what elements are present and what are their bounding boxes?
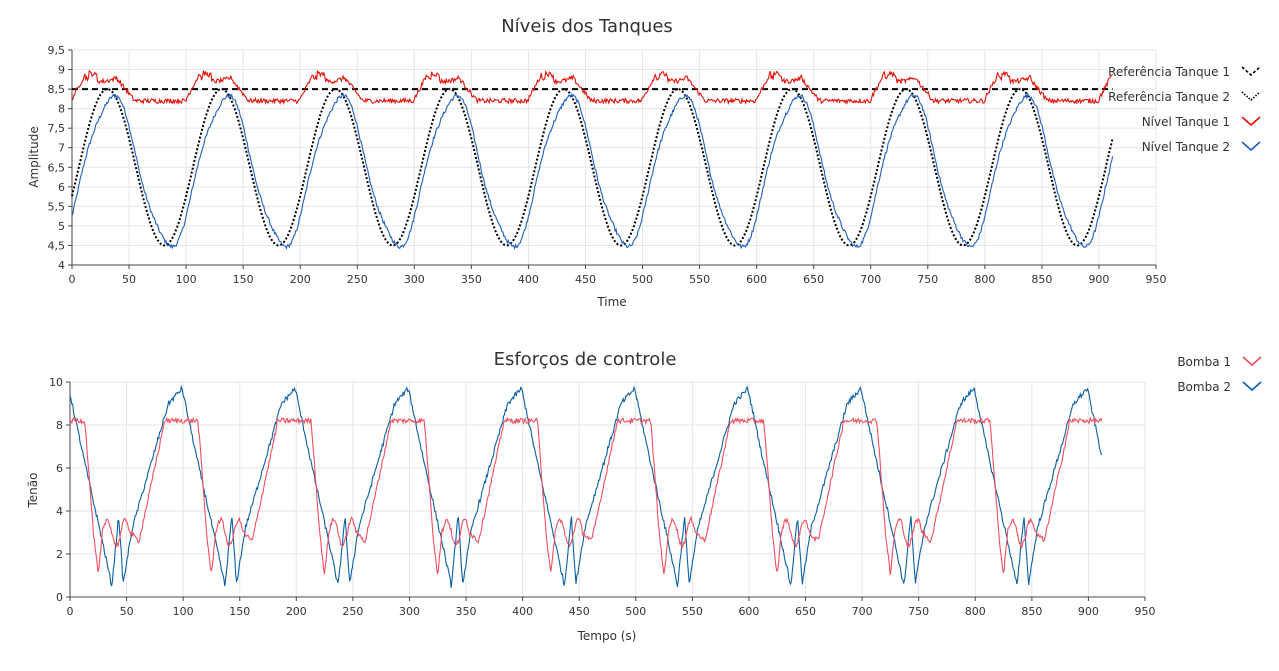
x-tick-label: 800	[974, 273, 995, 286]
y-tick-label: 8	[58, 103, 65, 116]
x-tick-label: 150	[229, 605, 250, 618]
tank-levels-y-label: Amplitude	[27, 126, 41, 188]
y-tick-label: 6	[56, 462, 63, 475]
x-tick-label: 100	[173, 605, 194, 618]
x-tick-label: 450	[575, 273, 596, 286]
x-tick-label: 700	[860, 273, 881, 286]
y-tick-label: 9,5	[48, 44, 66, 57]
legend-swatch	[1241, 91, 1261, 102]
series-level-tank-2	[71, 92, 1114, 251]
series-bomba-2	[69, 384, 1103, 588]
x-tick-label: 700	[852, 605, 873, 618]
y-tick-label: 4	[56, 505, 63, 518]
tank-levels-legend: Referência Tanque 1 Referência Tanque 2 Ní…	[1108, 65, 1261, 154]
x-tick-label: 950	[1146, 273, 1167, 286]
tank-levels-x-label: Time	[596, 295, 626, 309]
x-tick-label: 550	[682, 605, 703, 618]
control-effort-series	[69, 384, 1103, 588]
x-tick-label: 400	[518, 273, 539, 286]
legend-swatch	[1241, 66, 1261, 77]
y-tick-label: 4	[58, 259, 65, 272]
y-tick-label: 8,5	[48, 83, 66, 96]
series-bomba-1	[69, 415, 1103, 575]
control-effort-chart: Esforços de controle 0 2 4 6 8 10 0 50 100 150 20…	[26, 349, 1262, 643]
tank-levels-grid	[71, 49, 1157, 266]
y-tick-label: 10	[49, 376, 63, 389]
x-tick-label: 350	[456, 605, 477, 618]
x-tick-label: 650	[795, 605, 816, 618]
y-tick-label: 6,5	[48, 161, 66, 174]
legend-swatch	[1241, 141, 1261, 152]
x-tick-label: 0	[67, 605, 74, 618]
y-tick-label: 2	[56, 548, 63, 561]
x-tick-label: 400	[512, 605, 533, 618]
tank-levels-x-ticks: 0 50 100 150 200 250 300 350 400 450 500 550 600 650 7…	[69, 265, 1167, 286]
x-tick-label: 900	[1088, 273, 1109, 286]
y-tick-label: 6	[58, 181, 65, 194]
tank-levels-chart: Níveis dos Tanques 4 4,5 5 5,5 6 6,5 7 7,5 8 8,5 9…	[27, 16, 1261, 309]
x-tick-label: 900	[1078, 605, 1099, 618]
y-tick-label: 4,5	[48, 239, 66, 252]
y-tick-label: 9	[58, 64, 65, 77]
tank-levels-series	[71, 69, 1114, 251]
y-tick-label: 0	[56, 591, 63, 604]
x-tick-label: 950	[1135, 605, 1156, 618]
x-tick-label: 500	[625, 605, 646, 618]
control-effort-grid	[69, 381, 1146, 598]
y-tick-label: 5,5	[48, 200, 66, 213]
control-effort-y-ticks: 0 2 4 6 8 10	[49, 376, 70, 604]
x-tick-label: 550	[689, 273, 710, 286]
legend-swatch	[1242, 356, 1262, 367]
x-tick-label: 200	[290, 273, 311, 286]
control-effort-x-label: Tempo (s)	[577, 629, 637, 643]
y-tick-label: 7,5	[48, 122, 66, 135]
control-effort-y-label: Tenão	[26, 473, 40, 509]
legend-label: Nível Tanque 2	[1142, 140, 1230, 154]
series-level-tank-1	[71, 69, 1114, 106]
x-tick-label: 150	[233, 273, 254, 286]
x-tick-label: 0	[69, 273, 76, 286]
x-tick-label: 250	[342, 605, 363, 618]
x-tick-label: 850	[1031, 273, 1052, 286]
x-tick-label: 600	[746, 273, 767, 286]
x-tick-label: 350	[461, 273, 482, 286]
x-tick-label: 100	[176, 273, 197, 286]
x-tick-label: 650	[803, 273, 824, 286]
legend-label: Bomba 2	[1177, 380, 1231, 394]
x-tick-label: 250	[347, 273, 368, 286]
x-tick-label: 300	[404, 273, 425, 286]
x-tick-label: 600	[738, 605, 759, 618]
x-tick-label: 750	[917, 273, 938, 286]
tank-levels-title: Níveis dos Tanques	[501, 16, 673, 37]
x-tick-label: 750	[908, 605, 929, 618]
y-tick-label: 7	[58, 142, 65, 155]
series-reference-tank-2	[71, 88, 1114, 247]
x-tick-label: 200	[286, 605, 307, 618]
x-tick-label: 850	[1021, 605, 1042, 618]
control-effort-title: Esforços de controle	[494, 349, 677, 370]
y-tick-label: 8	[56, 419, 63, 432]
x-tick-label: 300	[399, 605, 420, 618]
y-tick-label: 5	[58, 220, 65, 233]
legend-label: Referência Tanque 2	[1108, 90, 1230, 104]
control-effort-x-ticks: 0 50 100 150 200 250 300 350 400 450 500 550 600 650 7…	[67, 597, 1156, 618]
x-tick-label: 500	[632, 273, 653, 286]
legend-swatch	[1241, 116, 1261, 127]
x-tick-label: 50	[120, 605, 134, 618]
legend-label: Referência Tanque 1	[1108, 65, 1230, 79]
x-tick-label: 50	[122, 273, 136, 286]
tank-levels-y-ticks: 4 4,5 5 5,5 6 6,5 7 7,5 8 8,5 9 9,5	[48, 44, 72, 272]
legend-swatch	[1242, 381, 1262, 392]
legend-label: Nível Tanque 1	[1142, 115, 1230, 129]
control-effort-legend: Bomba 1 Bomba 2	[1177, 355, 1262, 394]
x-tick-label: 450	[569, 605, 590, 618]
x-tick-label: 800	[965, 605, 986, 618]
legend-label: Bomba 1	[1177, 355, 1231, 369]
